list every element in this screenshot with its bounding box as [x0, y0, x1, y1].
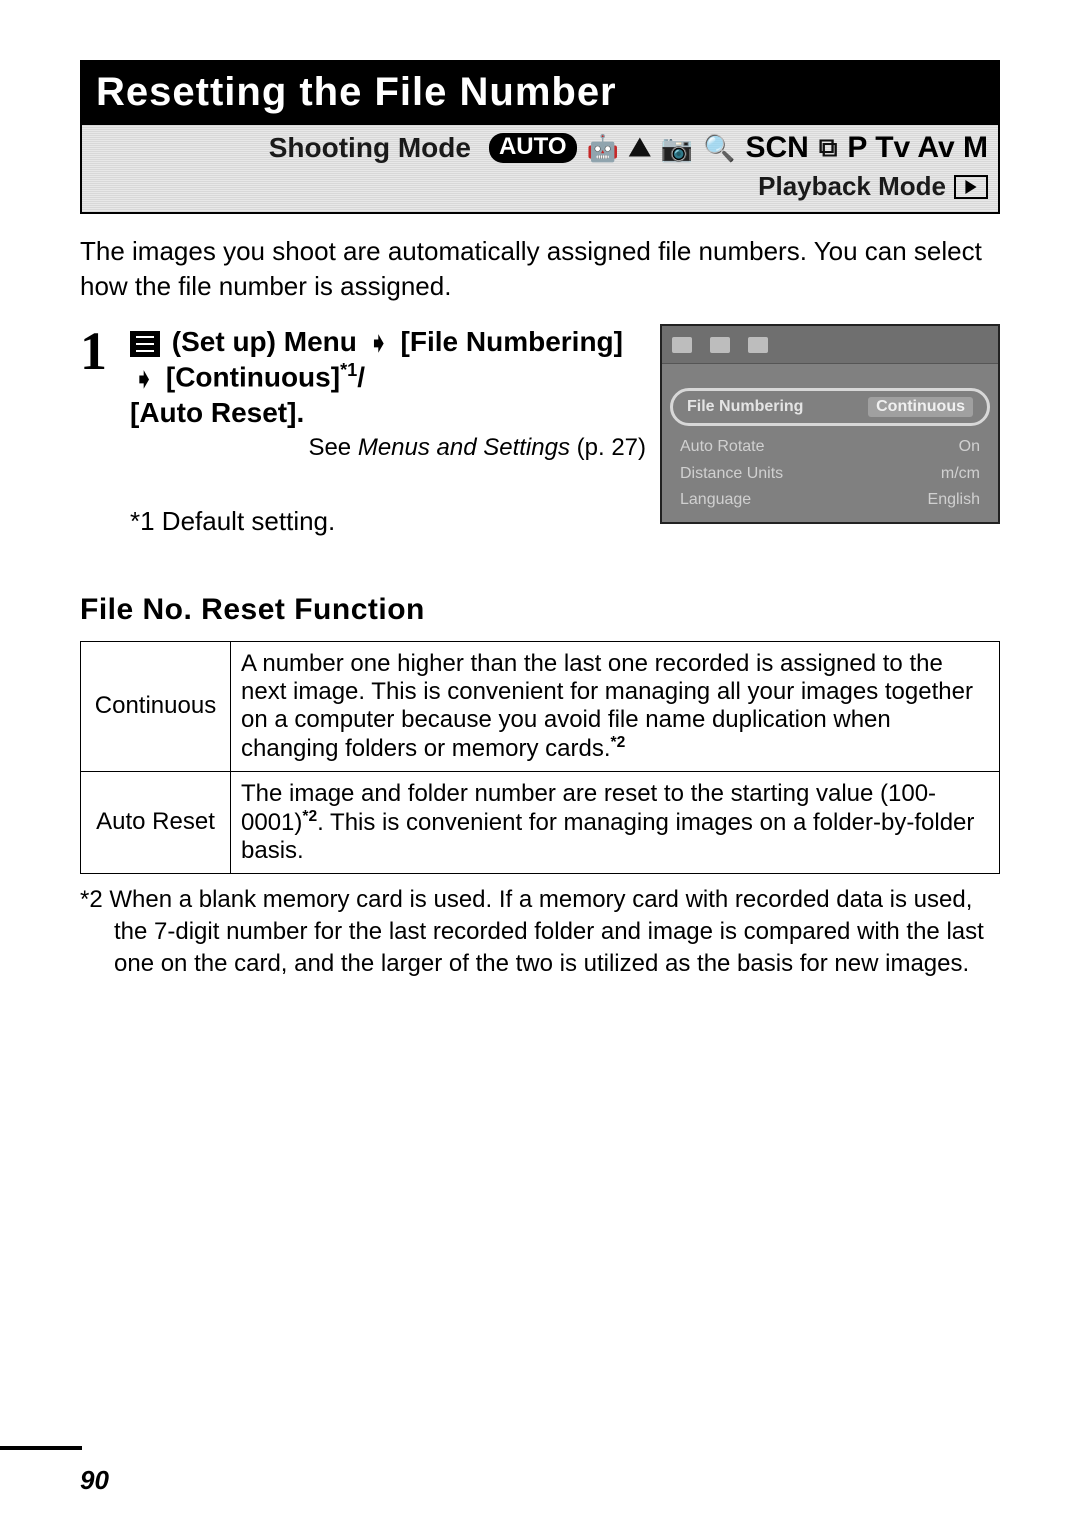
tab-icon-2	[710, 337, 730, 353]
footnote-ref-1: *1	[340, 360, 357, 380]
table-row-label: Continuous	[81, 641, 231, 771]
setup-menu-icon	[130, 331, 160, 357]
table-desc-text-b: . This is convenient for managing images…	[241, 809, 974, 864]
screenshot-row: Auto Rotate On	[680, 434, 980, 460]
panorama-icon: ⧉	[819, 132, 838, 164]
auto-pill: AUTO	[489, 133, 577, 163]
screenshot-hl-value: Continuous	[868, 397, 973, 417]
manual-page: Resetting the File Number Shooting Mode …	[80, 60, 1000, 981]
table-row-desc: A number one higher than the last one re…	[231, 641, 1000, 771]
screenshot-hl-label: File Numbering	[687, 398, 803, 416]
screenshot-row-value: On	[959, 434, 980, 460]
continuous-label: [Continuous]	[166, 362, 340, 393]
shooting-mode-label: Shooting Mode	[269, 132, 471, 164]
screenshot-row-label: Distance Units	[680, 461, 783, 487]
intro-text: The images you shoot are automatically a…	[80, 234, 1000, 304]
arrow-icon-2: ➧	[134, 365, 154, 395]
step-number: 1	[80, 324, 118, 536]
section-subheading: File No. Reset Function	[80, 593, 1000, 627]
page-number: 90	[80, 1465, 109, 1496]
mode-icon-4: 🔍	[703, 133, 735, 164]
see-italic: Menus and Settings	[358, 434, 570, 461]
play-icon	[954, 175, 988, 199]
mode-icon-1: 🤖	[587, 133, 619, 164]
file-numbering-label: [File Numbering]	[401, 326, 623, 357]
step-1: 1 (Set up) Menu ➧ [File Numbering] ➧ [Co…	[80, 324, 1000, 536]
page-title: Resetting the File Number	[80, 60, 1000, 123]
screenshot-row-label: Auto Rotate	[680, 434, 765, 460]
screenshot-highlighted-row: File Numbering Continuous	[670, 388, 990, 426]
step-heading: (Set up) Menu ➧ [File Numbering] ➧ [Cont…	[130, 324, 646, 429]
arrow-icon: ➧	[369, 329, 389, 359]
setup-menu-label: (Set up) Menu	[172, 326, 357, 357]
mode-icon-2: ⛰	[629, 132, 651, 164]
mode-icon-3: 📷	[661, 133, 693, 164]
see-page: (p. 27)	[570, 434, 646, 461]
table-desc-text: A number one higher than the last one re…	[241, 650, 973, 762]
screenshot-row-label: Language	[680, 487, 751, 513]
screenshot-tabs	[662, 326, 998, 364]
mode-scn: SCN	[745, 131, 808, 165]
screenshot-row-value: m/cm	[941, 461, 980, 487]
shooting-mode-row: Shooting Mode AUTO 🤖 ⛰ 📷 🔍 SCN ⧉ P Tv Av…	[92, 131, 988, 165]
see-reference: See Menus and Settings (p. 27)	[130, 434, 646, 462]
screenshot-row-value: English	[928, 487, 980, 513]
screenshot-row: Distance Units m/cm	[680, 461, 980, 487]
slash: /	[357, 362, 365, 393]
screenshot-rows: Auto Rotate On Distance Units m/cm Langu…	[680, 434, 980, 513]
table-row: Continuous A number one higher than the …	[81, 641, 1000, 771]
table-row-desc: The image and folder number are reset to…	[231, 771, 1000, 873]
tab-icon-3	[748, 337, 768, 353]
auto-reset-label: [Auto Reset].	[130, 397, 304, 428]
tab-icon-1	[672, 337, 692, 353]
shooting-mode-box: Shooting Mode AUTO 🤖 ⛰ 📷 🔍 SCN ⧉ P Tv Av…	[80, 123, 1000, 214]
page-rule	[0, 1446, 82, 1450]
mode-letters: P Tv Av M	[847, 131, 988, 165]
footnote-ref-2b: *2	[302, 808, 317, 825]
step-body: (Set up) Menu ➧ [File Numbering] ➧ [Cont…	[130, 324, 1000, 536]
footnote-ref-2: *2	[611, 734, 626, 751]
screenshot-row: Language English	[680, 487, 980, 513]
playback-mode-label: Playback Mode	[758, 171, 946, 202]
footnote-2: *2 When a blank memory card is used. If …	[80, 884, 1000, 981]
playback-mode-row: Playback Mode	[92, 171, 988, 202]
default-setting-note: *1 Default setting.	[130, 506, 646, 537]
camera-menu-screenshot: File Numbering Continuous Auto Rotate On…	[660, 324, 1000, 524]
reset-function-table: Continuous A number one higher than the …	[80, 641, 1000, 874]
table-row: Auto Reset The image and folder number a…	[81, 771, 1000, 873]
table-row-label: Auto Reset	[81, 771, 231, 873]
see-prefix: See	[308, 434, 357, 461]
